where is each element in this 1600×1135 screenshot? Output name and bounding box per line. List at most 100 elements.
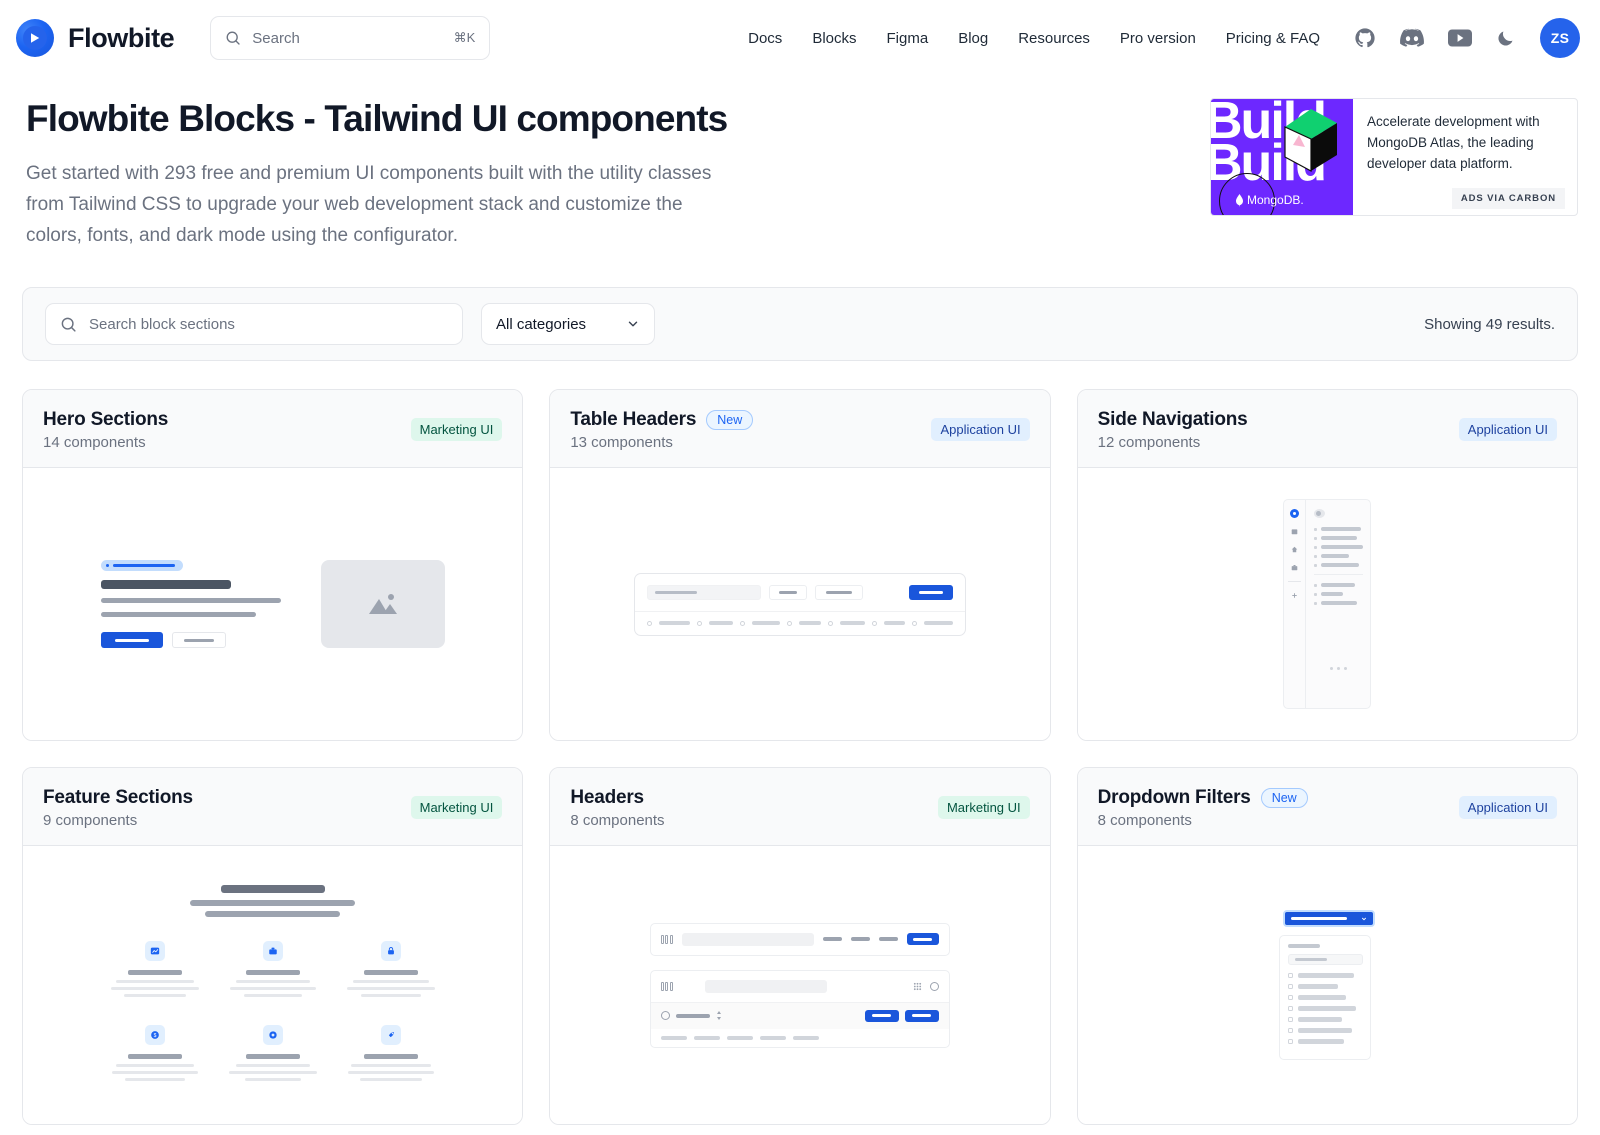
feature-preview-subline	[190, 900, 356, 906]
page-title: Flowbite Blocks - Tailwind UI components	[26, 98, 728, 139]
card-heading-group: Hero Sections 14 components	[43, 409, 168, 451]
sidenav-preview-item	[1314, 536, 1363, 540]
chevron-down-icon	[1362, 917, 1367, 920]
discord-icon[interactable]	[1400, 26, 1424, 50]
avatar-icon	[1314, 509, 1326, 518]
hero-preview-secondary-button	[171, 632, 226, 648]
card-title-row: Table Headers New	[570, 409, 754, 431]
filter-bar: Search block sections All categories Sho…	[22, 287, 1578, 361]
sidenav-preview-profile	[1314, 509, 1363, 518]
dropdown-preview-label	[1288, 944, 1321, 948]
briefcase-icon	[262, 941, 283, 961]
sidenav-preview-item	[1314, 554, 1363, 558]
card-preview-feature-sections: $	[23, 846, 523, 1124]
block-card-table-headers[interactable]: Table Headers New 13 components Applicat…	[549, 389, 1051, 741]
dark-mode-icon[interactable]	[1496, 28, 1516, 48]
checkbox-icon	[1288, 995, 1294, 1000]
dropdown-preview-illustration	[1279, 910, 1376, 1060]
brand-logo[interactable]: Flowbite	[16, 19, 175, 57]
hero-preview-line	[100, 598, 281, 603]
card-preview-hero	[23, 468, 523, 740]
feature-preview-cell: $	[103, 1025, 207, 1085]
card-heading-group: Headers 8 components	[570, 787, 664, 829]
card-component-count: 12 components	[1097, 433, 1201, 451]
sort-icon	[716, 1011, 721, 1020]
table-preview-filter-chip	[814, 584, 863, 600]
hero-preview-buttons	[100, 632, 281, 648]
feature-preview-grid: $	[103, 941, 443, 1085]
block-card-side-navigations[interactable]: Side Navigations 12 components Applicati…	[1076, 389, 1578, 741]
global-search-input[interactable]: Search ⌘K	[210, 16, 491, 60]
blocks-grid: Hero Sections 14 components Marketing UI	[22, 389, 1578, 1125]
category-badge[interactable]: Application UI	[931, 418, 1030, 441]
card-component-count: 13 components	[570, 433, 673, 451]
grid-icon	[913, 982, 922, 990]
nav-link-pricing-faq[interactable]: Pricing & FAQ	[1225, 29, 1320, 47]
category-badge[interactable]: Application UI	[1458, 796, 1557, 819]
ad-image: Build Build MongoDB.	[1211, 99, 1353, 215]
card-title-row: Hero Sections	[43, 409, 168, 431]
flowbite-logo-icon	[16, 19, 54, 57]
nav-link-figma[interactable]: Figma	[886, 29, 929, 47]
dropdown-preview-item	[1288, 1017, 1363, 1022]
category-badge[interactable]: Marketing UI	[937, 796, 1030, 819]
headers-preview-button	[864, 1009, 899, 1022]
youtube-icon[interactable]	[1448, 29, 1472, 47]
dropdown-preview-panel	[1279, 935, 1372, 1060]
card-header: Headers 8 components Marketing UI	[550, 768, 1050, 846]
divider	[1288, 581, 1302, 582]
category-select[interactable]: All categories	[481, 303, 655, 345]
category-badge[interactable]: Marketing UI	[410, 796, 503, 819]
block-search-input[interactable]: Search block sections	[45, 303, 463, 345]
sidenav-preview-item	[1314, 592, 1363, 596]
hero-preview-text-block	[100, 560, 281, 648]
carbon-ad[interactable]: Build Build MongoDB. Accelerate developm…	[1210, 98, 1578, 216]
top-navbar: Flowbite Search ⌘K Docs Blocks Figma Blo…	[0, 0, 1600, 76]
hero-text: Flowbite Blocks - Tailwind UI components…	[26, 98, 728, 251]
feature-preview-cell	[103, 941, 207, 1001]
chevron-down-icon	[628, 321, 638, 327]
feature-preview-cell	[221, 941, 325, 1001]
card-header: Hero Sections 14 components Marketing UI	[23, 390, 523, 468]
nav-link-docs[interactable]: Docs	[748, 29, 783, 47]
brand-name: Flowbite	[68, 22, 175, 53]
page-hero: Flowbite Blocks - Tailwind UI components…	[0, 76, 1600, 251]
nav-link-blocks[interactable]: Blocks	[812, 29, 857, 47]
image-placeholder-icon	[368, 594, 397, 614]
nav-link-resources[interactable]: Resources	[1018, 29, 1090, 47]
table-preview-row	[634, 610, 965, 635]
nav-link-blog[interactable]: Blog	[958, 29, 989, 47]
new-badge: New	[1260, 787, 1308, 808]
block-card-feature-sections[interactable]: Feature Sections 9 components Marketing …	[22, 767, 524, 1125]
block-card-hero-sections[interactable]: Hero Sections 14 components Marketing UI	[22, 389, 524, 741]
ad-provider-badge[interactable]: ADS VIA CARBON	[1451, 188, 1565, 209]
card-heading-group: Table Headers New 13 components	[570, 409, 754, 451]
checkbox-icon	[1288, 1017, 1294, 1022]
category-badge[interactable]: Application UI	[1458, 418, 1557, 441]
card-component-count: 8 components	[1097, 811, 1192, 829]
feature-preview-cell	[221, 1025, 325, 1085]
lock-icon	[380, 941, 401, 961]
gear-icon	[262, 1025, 283, 1045]
card-title: Feature Sections	[43, 786, 193, 808]
chart-icon	[144, 941, 165, 961]
sidenav-preview-panel	[1306, 500, 1370, 708]
category-badge[interactable]: Marketing UI	[410, 418, 503, 441]
block-search-placeholder: Search block sections	[89, 315, 235, 333]
block-card-dropdown-filters[interactable]: Dropdown Filters New 8 components Applic…	[1076, 767, 1578, 1125]
headers-preview-subbar	[650, 1001, 949, 1029]
github-icon[interactable]	[1354, 27, 1376, 49]
user-avatar[interactable]: ZS	[1540, 18, 1580, 58]
card-title: Hero Sections	[43, 408, 169, 430]
checkbox-icon	[1288, 984, 1294, 989]
block-card-headers[interactable]: Headers 8 components Marketing UI	[549, 767, 1051, 1125]
ad-brand-label: MongoDB.	[1247, 193, 1304, 207]
dropdown-preview-item	[1288, 984, 1363, 989]
nav-link-pro-version[interactable]: Pro version	[1119, 29, 1196, 47]
card-heading-group: Side Navigations 12 components	[1098, 409, 1248, 451]
feature-preview-cell	[339, 941, 443, 1001]
feature-preview-heading	[220, 885, 325, 893]
card-preview-dropdown-filters	[1077, 846, 1577, 1124]
home-icon	[1290, 545, 1299, 554]
card-title: Dropdown Filters	[1097, 786, 1251, 808]
